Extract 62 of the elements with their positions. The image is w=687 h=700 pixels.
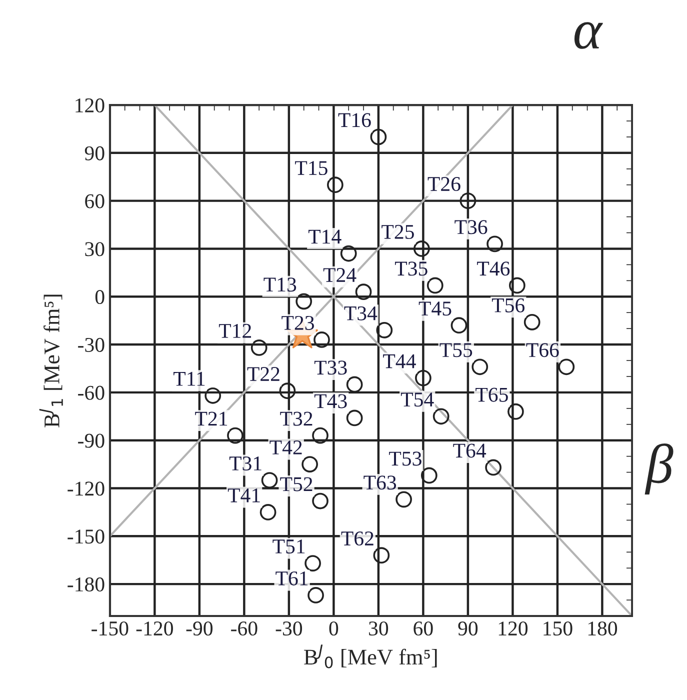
annotation: T46	[477, 262, 510, 276]
annotation: T42	[270, 440, 302, 454]
x-tick-label: 120	[498, 621, 528, 636]
annotation: T23	[282, 316, 314, 330]
annotation: T34	[344, 306, 378, 320]
annotation: T63	[364, 476, 396, 490]
annotation: T24	[323, 268, 356, 282]
text: α	[574, 22, 603, 49]
annotation: T53	[389, 452, 422, 466]
annotation: T22	[247, 367, 280, 381]
y-tick-label: 0	[95, 290, 104, 304]
annotation: T14	[308, 230, 342, 244]
y-tick-label: -90	[78, 434, 104, 448]
annotation: T33	[314, 360, 347, 375]
x-tick-label: 150	[544, 621, 572, 636]
annotation: T16	[338, 113, 371, 128]
annotation: T64	[453, 444, 486, 458]
y-tick-label: -150	[68, 530, 104, 544]
annotation: T51	[272, 540, 305, 554]
annotation: T54	[400, 392, 434, 407]
y-tick-label: 60	[85, 194, 104, 208]
annotation: T45	[418, 302, 452, 316]
annotation: T41	[228, 488, 260, 502]
y-tick-label: -30	[78, 338, 104, 352]
annotation: T12	[218, 324, 252, 338]
y-tick-label: -120	[68, 482, 104, 496]
annotation: T11	[174, 372, 205, 386]
annotation: T35	[395, 262, 428, 276]
annotation: T44	[383, 354, 416, 368]
x-tick-label: -60	[231, 621, 258, 636]
x-axis-title: B$^{J}$$_{0}$ [MeV fm⁵]	[304, 644, 437, 668]
annotation: T62	[341, 532, 374, 546]
x-tick-label: 0	[329, 621, 338, 636]
y-axis-title: B$^{J}$$_{1}$ [MeV fm⁵]	[39, 294, 63, 428]
annotation: T65	[476, 388, 508, 402]
annotation: T36	[454, 220, 488, 234]
annotation: T32	[280, 412, 312, 426]
x-tick-label: 180	[588, 621, 618, 636]
x-tick-label: -30	[276, 621, 302, 636]
text: β	[644, 444, 674, 494]
annotation: T31	[229, 456, 262, 470]
y-tick-label: -60	[78, 386, 104, 400]
annotation: T21	[195, 412, 228, 426]
y-tick-label: 120	[76, 98, 104, 112]
x-tick-label: 30	[369, 621, 388, 636]
annotation: T13	[264, 278, 296, 292]
x-tick-label: -90	[186, 621, 213, 636]
annotation: T25	[382, 224, 414, 239]
annotation: T56	[492, 298, 525, 312]
annotation: T15	[295, 161, 328, 176]
annotation: T43	[314, 394, 347, 408]
y-tick-label: 30	[85, 242, 104, 256]
y-tick-label: 90	[84, 146, 104, 160]
x-tick-label: -120	[136, 621, 173, 636]
annotation: T52	[280, 477, 312, 492]
annotation: T55	[440, 343, 472, 358]
y-tick-label: -180	[68, 577, 104, 592]
annotation: T26	[428, 177, 460, 192]
annotation: T66	[526, 343, 559, 358]
x-tick-label: 60	[414, 621, 433, 636]
x-tick-label: 90	[458, 621, 478, 636]
annotation: T61	[276, 571, 308, 586]
